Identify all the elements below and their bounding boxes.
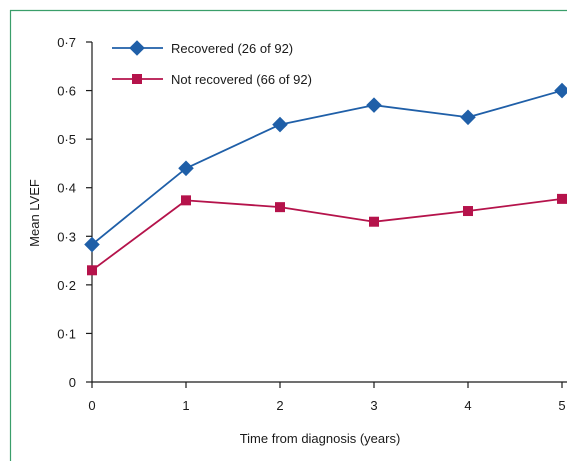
legend: Recovered (26 of 92) Not recovered (66 o… xyxy=(112,40,312,87)
x-axis-title: Time from diagnosis (years) xyxy=(240,431,401,446)
y-tick-label: 0·4 xyxy=(57,181,76,196)
legend-label-recovered: Recovered (26 of 92) xyxy=(171,41,293,56)
x-tick-label: 3 xyxy=(370,398,377,413)
data-point-not-recovered xyxy=(557,193,567,204)
data-point-not-recovered xyxy=(463,206,473,217)
y-tick-label: 0·1 xyxy=(57,326,76,341)
legend-diamond-marker xyxy=(129,40,145,56)
data-point-not-recovered xyxy=(87,265,97,276)
legend-item-not-recovered: Not recovered (66 of 92) xyxy=(112,72,312,87)
x-tick-label: 4 xyxy=(464,398,471,413)
data-point-recovered xyxy=(366,97,382,113)
legend-label-not-recovered: Not recovered (66 of 92) xyxy=(171,72,312,87)
data-point-not-recovered xyxy=(275,202,285,213)
y-tick-label: 0·7 xyxy=(57,35,76,50)
x-tick-label: 5 xyxy=(558,398,565,413)
x-tick-label: 1 xyxy=(182,398,189,413)
data-point-recovered xyxy=(460,109,476,126)
y-tick-label: 0·5 xyxy=(57,132,76,147)
legend-square-marker xyxy=(132,74,142,84)
x-ticks: 0 1 2 3 4 5 xyxy=(88,382,566,413)
series-layer xyxy=(84,82,567,276)
series-line-not-recovered xyxy=(91,197,563,272)
x-tick-label: 0 xyxy=(88,398,95,413)
y-tick-label: 0·3 xyxy=(57,229,76,244)
y-ticks: 0 0·1 0·2 0·3 0·4 0·5 0·6 0·7 xyxy=(57,35,92,390)
series-line-recovered xyxy=(91,89,563,246)
data-point-recovered xyxy=(554,82,567,99)
x-tick-label: 2 xyxy=(276,398,283,413)
data-point-recovered xyxy=(84,236,100,253)
y-tick-label: 0 xyxy=(69,375,76,390)
axes xyxy=(91,42,567,383)
y-axis-title: Mean LVEF xyxy=(27,179,42,247)
data-point-not-recovered xyxy=(181,195,191,206)
y-tick-label: 0·2 xyxy=(57,278,76,293)
y-tick-label: 0·6 xyxy=(57,84,76,99)
data-point-recovered xyxy=(272,116,288,133)
legend-item-recovered: Recovered (26 of 92) xyxy=(112,40,293,56)
data-point-not-recovered xyxy=(369,216,379,227)
data-point-recovered xyxy=(178,160,194,177)
